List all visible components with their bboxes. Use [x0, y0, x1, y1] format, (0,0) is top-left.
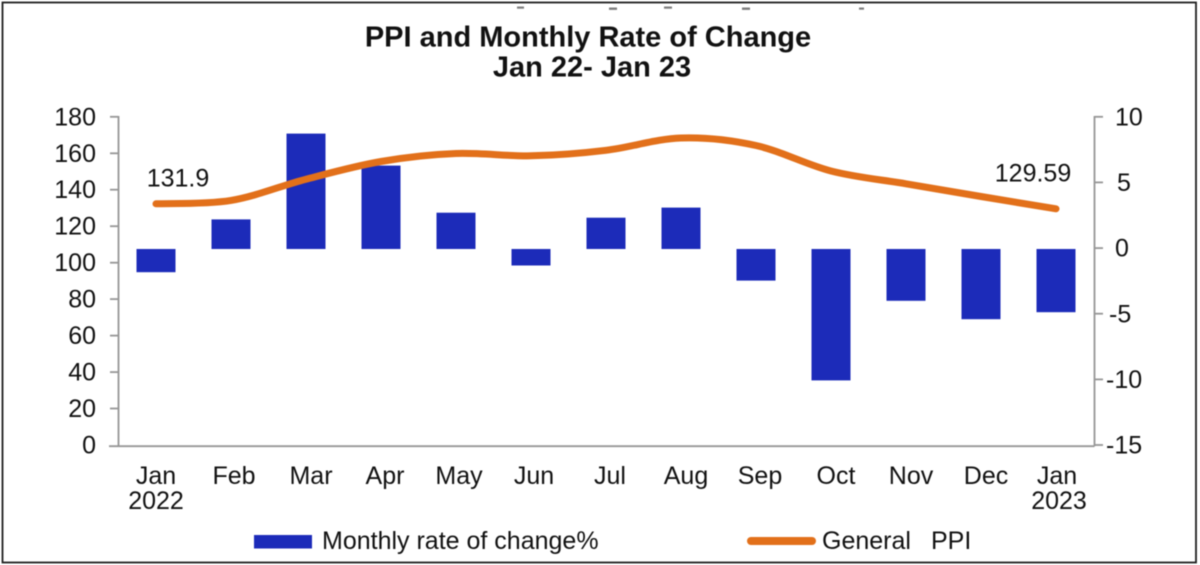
- svg-text:Jan 22- Jan 23: Jan 22- Jan 23: [493, 52, 691, 84]
- svg-text:100: 100: [54, 249, 96, 277]
- svg-text:Jul: Jul: [594, 462, 626, 490]
- svg-text:-10: -10: [1106, 366, 1142, 394]
- svg-text:80: 80: [68, 286, 96, 314]
- svg-text:Aug: Aug: [664, 462, 708, 490]
- svg-text:Apr: Apr: [366, 462, 405, 490]
- svg-text:Feb: Feb: [212, 462, 255, 490]
- svg-text:-5: -5: [1109, 300, 1131, 328]
- svg-text:40: 40: [68, 359, 96, 387]
- svg-text:PPI and Monthly Rate of Change: PPI and Monthly Rate of Change: [365, 22, 811, 54]
- svg-text:160: 160: [54, 140, 96, 168]
- svg-text:Jan: Jan: [1037, 462, 1077, 490]
- svg-text:Oct: Oct: [817, 462, 856, 490]
- svg-text:129.59: 129.59: [995, 160, 1071, 188]
- svg-text:Mar: Mar: [289, 462, 332, 490]
- svg-text:Dec: Dec: [964, 462, 1008, 490]
- svg-text:0: 0: [1115, 235, 1129, 263]
- svg-text:2022: 2022: [128, 487, 184, 515]
- svg-text:Jan: Jan: [136, 462, 176, 490]
- svg-text:10: 10: [1115, 103, 1143, 131]
- svg-text:Monthly rate of change%: Monthly rate of change%: [322, 527, 599, 555]
- svg-text:180: 180: [54, 103, 96, 131]
- svg-text:Nov: Nov: [889, 462, 934, 490]
- svg-text:0: 0: [82, 432, 96, 460]
- svg-text:120: 120: [54, 213, 96, 241]
- svg-text:PPI: PPI: [931, 527, 971, 555]
- svg-text:Jun: Jun: [514, 462, 554, 490]
- svg-text:140: 140: [54, 176, 96, 204]
- svg-text:60: 60: [68, 322, 96, 350]
- svg-text:Sep: Sep: [738, 462, 782, 490]
- svg-text:131.9: 131.9: [147, 165, 210, 193]
- svg-text:May: May: [435, 462, 483, 490]
- svg-text:-15: -15: [1106, 432, 1142, 460]
- svg-text:General: General: [822, 527, 911, 555]
- svg-text:5: 5: [1117, 169, 1131, 197]
- svg-text:2023: 2023: [1031, 487, 1087, 515]
- svg-text:20: 20: [68, 395, 96, 423]
